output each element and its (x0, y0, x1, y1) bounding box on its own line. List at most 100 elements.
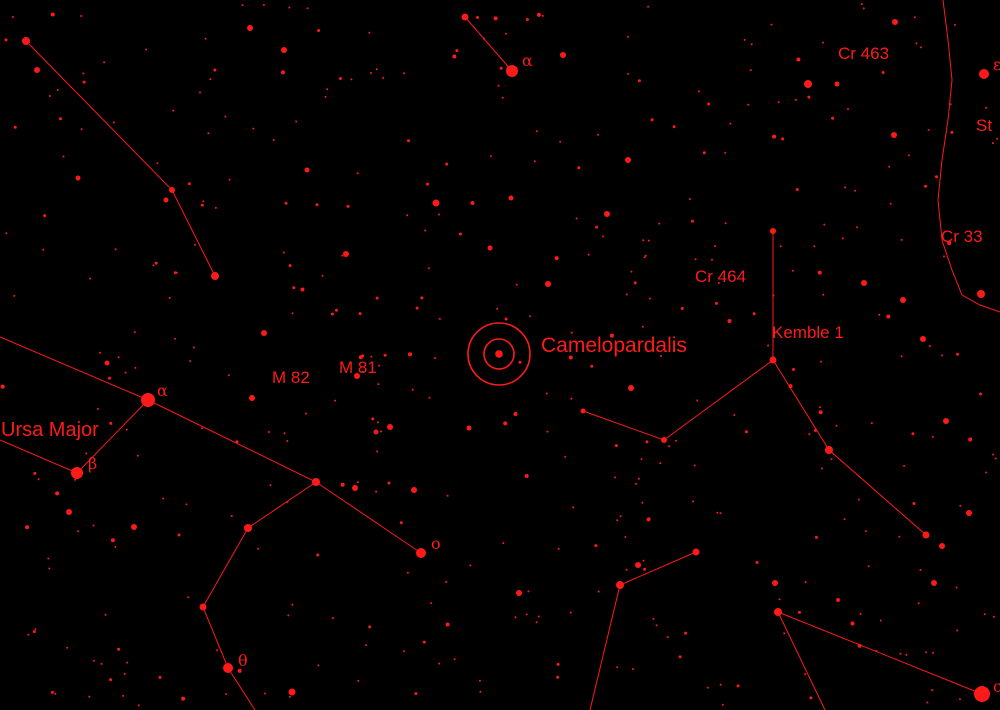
star[interactable] (616, 581, 624, 589)
star[interactable] (199, 603, 207, 611)
label-cr464[interactable]: Cr 464 (695, 267, 746, 286)
faint-star (136, 454, 139, 457)
star[interactable] (354, 373, 360, 379)
star[interactable] (861, 280, 867, 286)
star[interactable] (131, 524, 137, 530)
star[interactable] (604, 211, 610, 217)
faint-star (744, 430, 748, 434)
label-cr33[interactable]: Cr 33 (941, 227, 983, 246)
faint-star (406, 214, 409, 217)
star[interactable] (244, 524, 252, 532)
star-beta-uma[interactable] (71, 467, 83, 479)
star[interactable] (891, 132, 897, 138)
faint-star (237, 668, 242, 673)
star[interactable] (979, 69, 989, 79)
faint-star (428, 396, 431, 399)
faint-star (798, 610, 801, 614)
faint-star (371, 417, 375, 421)
star[interactable] (943, 418, 949, 424)
star[interactable] (34, 67, 40, 73)
star[interactable] (804, 80, 812, 88)
star[interactable] (769, 356, 777, 364)
star[interactable] (892, 19, 898, 25)
faint-star (767, 344, 770, 347)
telescope-reticle-icon[interactable] (467, 322, 531, 386)
faint-star (724, 222, 727, 225)
star[interactable] (920, 336, 926, 342)
star[interactable] (774, 608, 782, 616)
faint-star (513, 412, 518, 416)
faint-star (189, 360, 192, 363)
star[interactable] (692, 548, 700, 556)
label-m81[interactable]: M 81 (339, 358, 377, 377)
star-omicron[interactable] (416, 548, 426, 558)
star[interactable] (625, 157, 631, 163)
star[interactable] (770, 228, 776, 234)
star[interactable] (104, 360, 110, 366)
faint-star (407, 139, 410, 143)
star[interactable] (66, 509, 72, 515)
label-st-partial[interactable]: St (976, 116, 992, 135)
star[interactable] (261, 330, 267, 336)
star[interactable] (304, 167, 310, 173)
star[interactable] (288, 688, 296, 696)
star[interactable] (169, 187, 175, 193)
star[interactable] (432, 199, 440, 207)
star[interactable] (628, 385, 634, 391)
star[interactable] (387, 424, 393, 430)
star[interactable] (939, 543, 945, 549)
label-m82[interactable]: M 82 (272, 368, 310, 387)
star[interactable] (281, 47, 287, 53)
label-ursa-major[interactable]: Ursa Major (1, 419, 99, 441)
faint-star (37, 478, 40, 481)
star[interactable] (635, 562, 641, 568)
star[interactable] (545, 281, 551, 287)
star[interactable] (977, 290, 985, 298)
star[interactable] (834, 81, 840, 87)
faint-star (788, 384, 793, 389)
star[interactable] (75, 175, 81, 181)
star[interactable] (312, 478, 320, 486)
star[interactable] (825, 446, 833, 454)
faint-star (632, 668, 634, 670)
faint-star (199, 91, 201, 94)
star[interactable] (508, 195, 514, 201)
star[interactable] (772, 580, 778, 586)
star[interactable] (247, 25, 253, 31)
star-theta[interactable] (223, 663, 233, 673)
star[interactable] (163, 197, 169, 203)
label-camelopardalis[interactable]: Camelopardalis (541, 334, 687, 357)
star[interactable] (343, 251, 349, 257)
star[interactable] (560, 52, 566, 58)
star[interactable] (900, 297, 906, 303)
label-cr463[interactable]: Cr 463 (838, 44, 889, 63)
star-alpha-uma[interactable] (141, 393, 155, 407)
faint-star (931, 435, 934, 438)
star[interactable] (461, 13, 469, 21)
faint-star (286, 501, 289, 504)
star[interactable] (411, 487, 417, 493)
star-sigma[interactable] (974, 686, 990, 702)
faint-star (994, 457, 997, 460)
star[interactable] (922, 531, 930, 539)
star[interactable] (661, 437, 667, 443)
faint-star (470, 201, 475, 205)
star[interactable] (516, 590, 522, 596)
faint-star (181, 696, 186, 701)
star[interactable] (22, 37, 30, 45)
star[interactable] (580, 408, 586, 414)
label-kemble1[interactable]: Kemble 1 (772, 323, 844, 342)
star-alpha-top[interactable] (506, 65, 518, 77)
faint-star (305, 412, 308, 415)
star[interactable] (373, 429, 379, 435)
star[interactable] (249, 395, 255, 401)
star[interactable] (352, 485, 358, 491)
star[interactable] (211, 272, 219, 280)
star[interactable] (487, 245, 493, 251)
star[interactable] (966, 510, 972, 516)
star[interactable] (931, 580, 937, 586)
star[interactable] (466, 425, 472, 431)
faint-star (697, 90, 700, 93)
faint-star (924, 184, 928, 188)
